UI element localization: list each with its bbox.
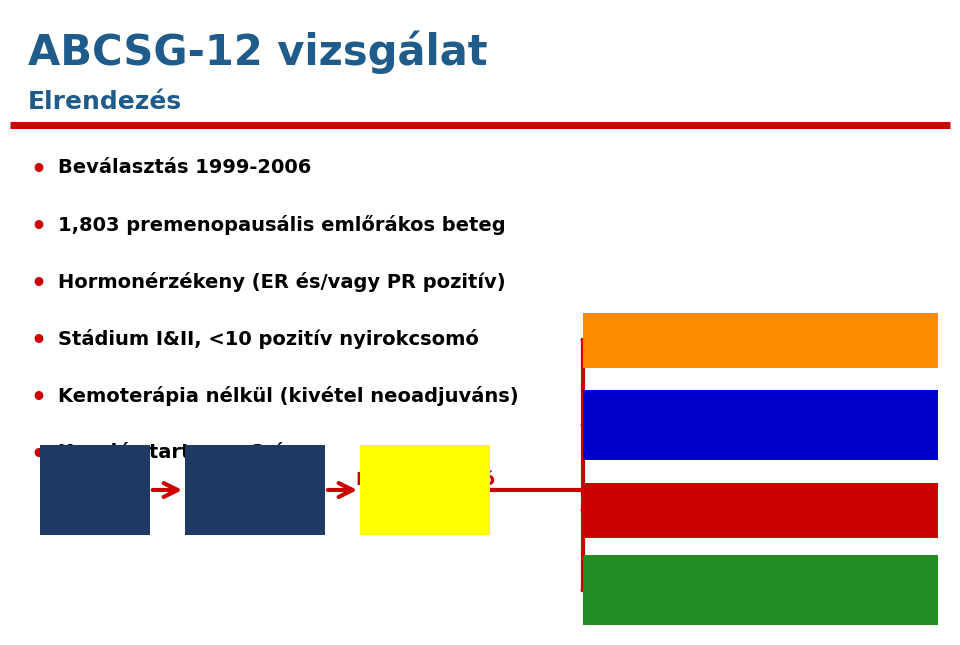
Text: Randomizáció
1 : 1 : 1: 1: Randomizáció 1 : 1 : 1: 1: [355, 471, 495, 510]
Text: Hormonérzékeny (ER és/vagy PR pozitív): Hormonérzékeny (ER és/vagy PR pozitív): [58, 272, 506, 292]
FancyBboxPatch shape: [185, 445, 325, 535]
Text: •: •: [30, 329, 46, 353]
Text: •: •: [30, 272, 46, 296]
Text: Tamoxifen 20 mg/d
+ Zoledronsav 4 mg q6m: Tamoxifen 20 mg/d + Zoledronsav 4 mg q6m: [623, 404, 898, 446]
FancyBboxPatch shape: [40, 445, 150, 535]
Text: Elrendezés: Elrendezés: [28, 90, 182, 114]
Text: Beválasztás 1999-2006: Beválasztás 1999-2006: [58, 158, 311, 177]
Text: Kezelés tartama: 3 év: Kezelés tartama: 3 év: [58, 443, 298, 462]
Text: Anastrozole 1 mg/d: Anastrozole 1 mg/d: [654, 501, 867, 519]
Text: Stádium I&II, <10 pozitív nyirokcsomó: Stádium I&II, <10 pozitív nyirokcsomó: [58, 329, 479, 349]
Text: Anastrozole 1 mg/d
+ Zoledrosav 4 mg q6m: Anastrozole 1 mg/d + Zoledrosav 4 mg q6m: [630, 570, 891, 611]
Text: •: •: [30, 158, 46, 182]
Text: 1,803 premenopausális emlőrákos beteg: 1,803 premenopausális emlőrákos beteg: [58, 215, 506, 235]
Text: •: •: [30, 443, 46, 467]
Text: •: •: [30, 215, 46, 239]
FancyBboxPatch shape: [583, 555, 938, 625]
FancyBboxPatch shape: [583, 482, 938, 537]
FancyBboxPatch shape: [360, 445, 490, 535]
FancyBboxPatch shape: [583, 390, 938, 460]
Text: Tamoxifen 20 mg/d: Tamoxifen 20 mg/d: [656, 330, 864, 350]
FancyBboxPatch shape: [583, 312, 938, 368]
Text: Műtét
(+RT): Műtét (+RT): [65, 471, 125, 510]
Text: ABCSG-12 vizsgálat: ABCSG-12 vizsgálat: [28, 30, 488, 74]
Text: Kemoterápia nélkül (kivétel neoadjuváns): Kemoterápia nélkül (kivétel neoadjuváns): [58, 386, 518, 406]
Text: Goserelin
3.6 mg q28d: Goserelin 3.6 mg q28d: [192, 471, 319, 510]
Text: •: •: [30, 386, 46, 410]
